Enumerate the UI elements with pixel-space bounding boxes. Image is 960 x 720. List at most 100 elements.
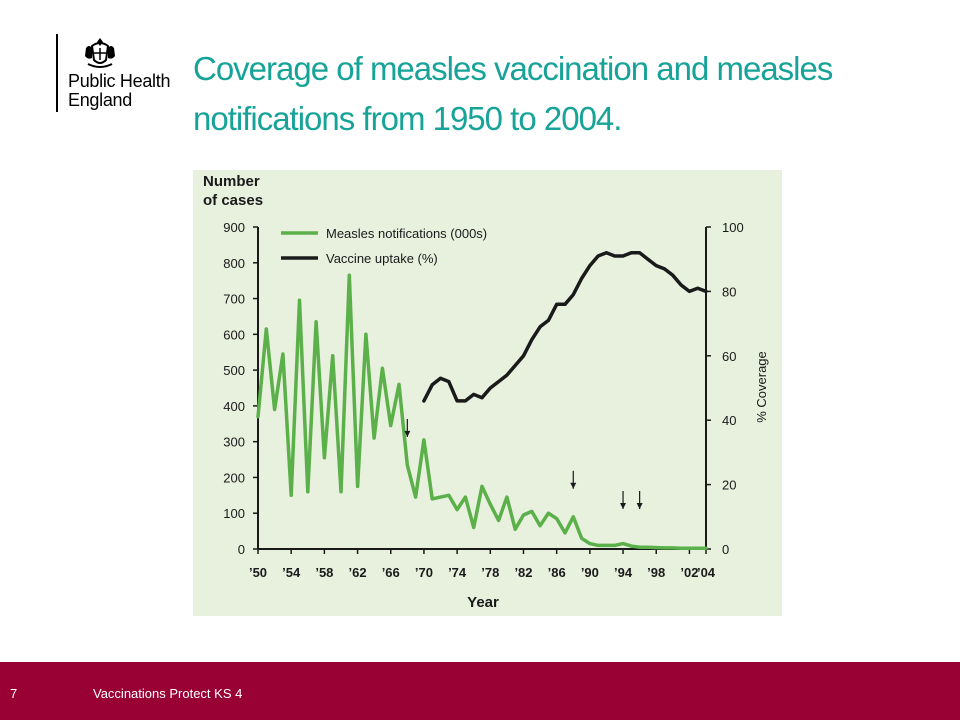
notifications-point xyxy=(539,524,541,527)
notifications-point xyxy=(705,547,707,550)
uptake-point xyxy=(647,258,649,260)
notifications-point xyxy=(472,526,475,529)
x-axis-title: Year xyxy=(467,594,499,611)
notifications-point xyxy=(448,494,450,497)
x-tick-label: ’90 xyxy=(581,565,599,580)
uptake-point xyxy=(605,251,608,254)
notifications-point xyxy=(464,496,467,498)
left-tick-label: 500 xyxy=(223,363,245,378)
x-tick-label: ’04 xyxy=(697,565,716,580)
notifications-point xyxy=(356,485,359,488)
uptake-point xyxy=(448,380,450,383)
right-tick-label: 60 xyxy=(722,349,736,364)
uptake-point xyxy=(423,400,425,402)
uptake-point xyxy=(680,284,682,286)
notifications-point xyxy=(680,547,682,550)
x-tick-label: ’82 xyxy=(514,565,532,580)
notifications-point xyxy=(564,532,566,534)
annotation-arrow xyxy=(570,470,577,489)
notifications-point xyxy=(273,408,276,411)
uptake-point xyxy=(431,383,434,386)
x-tick-label: ’78 xyxy=(481,565,499,580)
uptake-point xyxy=(688,290,691,293)
left-tick-label: 200 xyxy=(223,470,245,485)
uptake-point xyxy=(580,277,583,280)
uptake-point xyxy=(572,293,575,296)
logo-line-1: Public Health xyxy=(68,71,171,91)
uptake-point xyxy=(622,255,624,257)
notifications-point xyxy=(298,299,301,302)
notifications-point xyxy=(514,528,516,531)
notifications-point xyxy=(456,508,458,511)
uptake-point xyxy=(555,303,558,306)
left-axis-title-line-2: of cases xyxy=(203,192,263,209)
notifications-point xyxy=(381,367,384,370)
notifications-point xyxy=(489,503,492,506)
notifications-point xyxy=(306,490,309,493)
notifications-point xyxy=(414,496,417,498)
uptake-point xyxy=(547,319,550,322)
x-tick-label: ’58 xyxy=(315,565,333,580)
logo-line-2: England xyxy=(68,90,132,110)
left-tick-label: 900 xyxy=(223,220,245,235)
uptake-point xyxy=(506,374,508,376)
notifications-point xyxy=(365,333,367,336)
notifications-point xyxy=(688,547,691,550)
notifications-point xyxy=(580,537,583,540)
notifications-point xyxy=(522,514,525,516)
notifications-point xyxy=(406,464,409,466)
legend: Measles notifications (000s) Vaccine upt… xyxy=(281,226,487,266)
notifications-point xyxy=(613,544,616,547)
notifications-point xyxy=(547,512,550,515)
notifications-point xyxy=(597,544,599,547)
slide-title: Coverage of measles vaccination and meas… xyxy=(193,44,933,144)
phe-logo: Public Health England xyxy=(56,34,196,124)
notifications-point xyxy=(340,490,342,493)
left-tick-label: 800 xyxy=(223,256,245,271)
left-tick-label: 100 xyxy=(223,506,245,521)
notifications-point xyxy=(439,496,442,498)
notifications-point xyxy=(389,424,392,427)
left-tick-label: 700 xyxy=(223,292,245,307)
measles-chart: Number of cases Year % Coverage Measles … xyxy=(193,170,782,616)
right-tick-label: 0 xyxy=(722,542,729,557)
uptake-point xyxy=(564,303,566,306)
left-tick-label: 300 xyxy=(223,435,245,450)
uptake-point xyxy=(522,355,525,357)
x-tick-label: ’94 xyxy=(614,565,633,580)
annotation-arrow-head xyxy=(404,430,411,437)
notifications-point xyxy=(572,516,575,518)
notifications-point xyxy=(398,383,400,386)
notifications-point xyxy=(257,415,259,418)
left-tick-label: 0 xyxy=(238,542,245,557)
uptake-point xyxy=(597,255,599,257)
uptake-point xyxy=(481,396,483,399)
x-tick-label: ’50 xyxy=(249,565,267,580)
uptake-point xyxy=(638,251,641,254)
annotation-arrow-head xyxy=(620,503,627,509)
x-tick-label: ’66 xyxy=(382,565,400,580)
annotation-arrow xyxy=(404,418,411,437)
annotation-arrow xyxy=(636,491,643,509)
notifications-point xyxy=(282,353,284,355)
right-tick-label: 20 xyxy=(722,478,736,493)
notifications-point xyxy=(647,546,649,549)
notifications-point xyxy=(530,510,533,513)
notifications-point xyxy=(481,485,483,488)
notifications-point xyxy=(431,498,434,500)
page-number: 7 xyxy=(10,686,18,701)
x-tick-label: ’98 xyxy=(647,565,665,580)
notifications-point xyxy=(315,321,317,323)
x-tick-label: ’62 xyxy=(349,565,367,580)
logo-wordmark: Public Health England xyxy=(68,72,170,110)
uptake-point xyxy=(530,338,533,341)
uptake-point xyxy=(489,387,492,389)
notifications-point xyxy=(672,547,674,549)
uptake-point xyxy=(630,251,633,254)
notifications-point xyxy=(265,328,268,330)
uptake-point xyxy=(705,290,707,293)
notifications-point xyxy=(655,546,658,549)
footer-title: Vaccinations Protect KS 4 xyxy=(93,686,243,701)
slide-title-line-2: notifications from 1950 to 2004. xyxy=(193,100,622,137)
legend-label-notifications: Measles notifications (000s) xyxy=(326,226,487,241)
